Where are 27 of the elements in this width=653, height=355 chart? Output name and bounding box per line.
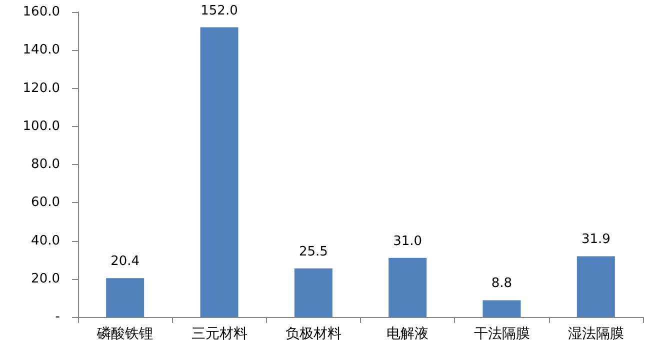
y-tick-label: - (55, 310, 60, 324)
data-label: 31.9 (581, 232, 610, 248)
y-tick-label: 120.0 (22, 80, 60, 96)
bar (106, 278, 144, 317)
y-tick-label: 40.0 (31, 233, 60, 248)
y-tick-label: 60.0 (31, 195, 60, 210)
y-tick-label: 20.0 (31, 271, 60, 286)
x-tick-label: 湿法隔膜 (568, 326, 624, 342)
bar (294, 268, 332, 317)
bar (200, 27, 238, 317)
x-tick-label: 负极材料 (285, 326, 342, 342)
x-tick-label: 干法隔膜 (474, 326, 530, 342)
x-tick-label: 电解液 (386, 326, 429, 342)
data-label: 31.0 (393, 234, 422, 249)
y-tick-label: 80.0 (31, 157, 60, 172)
y-tick-label: 100.0 (22, 118, 60, 134)
data-label: 152.0 (200, 3, 238, 18)
data-label: 20.4 (110, 254, 140, 270)
x-tick-label: 三元材料 (191, 326, 248, 342)
bar (576, 256, 615, 317)
bar (388, 258, 427, 317)
data-label: 8.8 (491, 276, 512, 292)
data-label: 25.5 (298, 244, 328, 260)
y-tick-label: 140.0 (22, 42, 60, 58)
x-tick-label: 磷酸铁锂 (96, 326, 154, 342)
bar (482, 300, 521, 317)
y-tick-label: 160.0 (22, 4, 60, 20)
